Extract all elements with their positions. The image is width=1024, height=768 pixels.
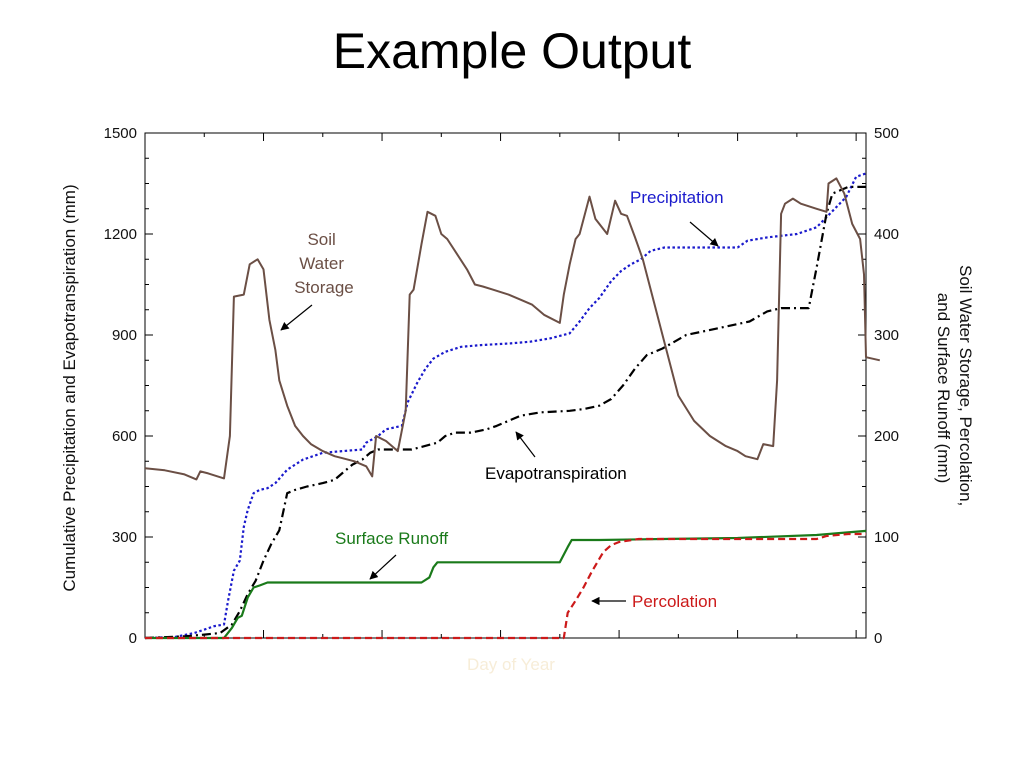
svg-text:Soil Water Storage: Soil Water Storage bbox=[294, 230, 354, 297]
series-layer bbox=[144, 172, 881, 640]
y-tick-label-right: 400 bbox=[874, 226, 899, 243]
annotation-soil-arrow bbox=[280, 304, 313, 331]
y-tick-label-left: 900 bbox=[112, 327, 137, 344]
y-axis-title-right: Soil Water Storage, Percolation, and Sur… bbox=[934, 265, 975, 511]
y-tick-label-left: 1200 bbox=[104, 226, 137, 243]
annotation-soil-line1: Soil bbox=[307, 230, 335, 249]
slide-title: Example Output bbox=[332, 23, 692, 79]
axis-ticks: 0 300 600 900 1200 1500 0 100 200 300 400 500 bbox=[104, 125, 899, 647]
annotation-surface-runoff: Surface Runoff bbox=[335, 529, 448, 580]
y-tick-label-right: 300 bbox=[874, 327, 899, 344]
y-axis-title-left: Cumulative Precipitation and Evapotransp… bbox=[60, 184, 79, 591]
annotation-precipitation: Precipitation bbox=[630, 188, 724, 247]
annotation-soil-line2: Water bbox=[299, 254, 344, 273]
annotation-precipitation-arrow bbox=[689, 221, 719, 247]
annotation-precipitation-label: Precipitation bbox=[630, 188, 724, 207]
series-surface-runoff bbox=[145, 529, 867, 640]
series-soil-water-storage bbox=[144, 177, 881, 481]
y-tick-label-left: 0 bbox=[129, 630, 137, 647]
series-percolation bbox=[145, 532, 866, 640]
annotation-evapotranspiration-label: Evapotranspiration bbox=[485, 464, 627, 483]
y-tick-label-right: 0 bbox=[874, 630, 882, 647]
annotation-surface-runoff-arrow bbox=[369, 554, 397, 580]
annotation-percolation: Percolation bbox=[591, 592, 717, 611]
y-axis-title-right-line1: Soil Water Storage, Percolation, bbox=[956, 265, 975, 506]
annotation-evapotranspiration: Evapotranspiration bbox=[485, 431, 627, 483]
y-axis-title-right-line2: and Surface Runoff (mm) bbox=[934, 293, 953, 484]
series-evapotranspiration bbox=[144, 185, 866, 640]
y-tick-label-right: 100 bbox=[874, 529, 899, 546]
annotation-surface-runoff-label: Surface Runoff bbox=[335, 529, 448, 548]
y-tick-label-right: 200 bbox=[874, 428, 899, 445]
annotation-soil-water-storage: Soil Water Storage bbox=[280, 230, 354, 331]
y-tick-label-right: 500 bbox=[874, 125, 899, 142]
annotation-evapotranspiration-arrow bbox=[515, 431, 536, 458]
series-precipitation bbox=[144, 172, 867, 640]
x-axis-title: Day of Year bbox=[467, 655, 555, 674]
y-tick-label-left: 300 bbox=[112, 529, 137, 546]
y-tick-label-left: 1500 bbox=[104, 125, 137, 142]
annotation-soil-line3: Storage bbox=[294, 278, 354, 297]
y-tick-label-left: 600 bbox=[112, 428, 137, 445]
annotation-percolation-label: Percolation bbox=[632, 592, 717, 611]
